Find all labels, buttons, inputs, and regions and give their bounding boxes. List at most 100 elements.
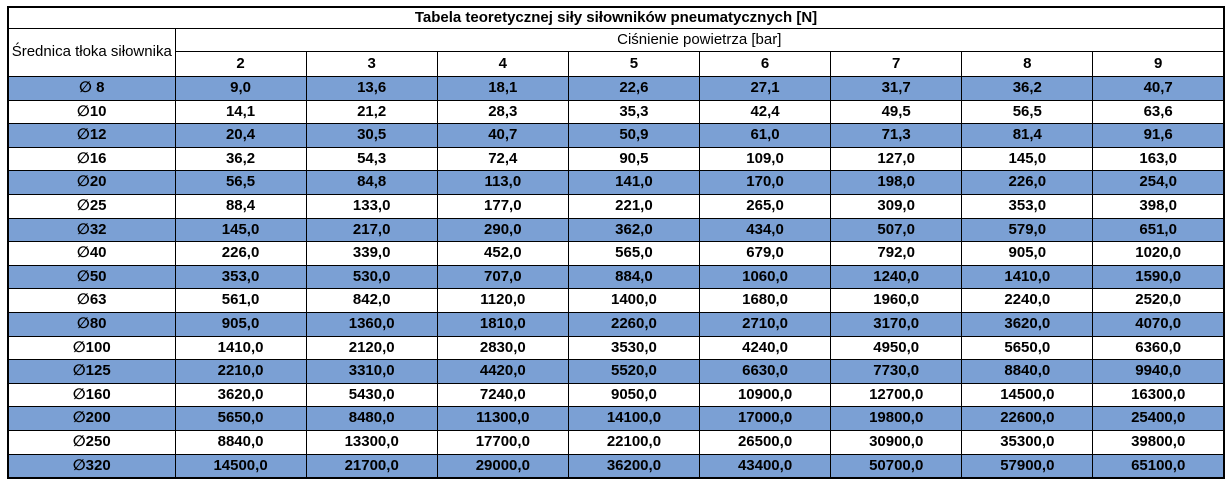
force-value-cell: 5430,0 [305, 382, 438, 408]
force-value-cell: 22600,0 [961, 406, 1094, 431]
force-value-cell: 145,0 [174, 217, 307, 243]
force-value-cell: 2210,0 [174, 359, 307, 384]
pressure-column-header: 3 [305, 51, 438, 77]
force-value-cell: 5520,0 [567, 359, 701, 384]
force-value-cell: 707,0 [436, 264, 569, 290]
pressure-column-header: 4 [436, 51, 569, 77]
force-value-cell: 43400,0 [698, 453, 832, 479]
force-value-cell: 35300,0 [961, 429, 1094, 455]
force-value-cell: 4950,0 [830, 335, 963, 361]
diameter-cell: ∅20 [7, 170, 176, 195]
force-value-cell: 36,2 [961, 76, 1094, 101]
force-value-cell: 39800,0 [1092, 429, 1225, 455]
force-value-cell: 2830,0 [436, 335, 569, 361]
table-title: Tabela teoretycznej siły siłowników pneu… [7, 6, 1225, 29]
force-value-cell: 217,0 [305, 217, 438, 243]
force-value-cell: 25400,0 [1092, 406, 1225, 431]
table-row: ∅12 20,4 30,5 40,7 50,9 61,0 71,3 81,4 91,6 [7, 123, 1225, 148]
force-value-cell: 18,1 [436, 76, 569, 101]
force-value-cell: 5650,0 [174, 406, 307, 431]
force-value-cell: 362,0 [567, 217, 701, 243]
force-value-cell: 4240,0 [698, 335, 832, 361]
force-value-cell: 5650,0 [961, 335, 1094, 361]
force-value-cell: 1240,0 [830, 264, 963, 290]
force-value-cell: 339,0 [305, 241, 438, 266]
force-value-cell: 507,0 [830, 217, 963, 243]
table-row: ∅250 8840,0 13300,0 17700,0 22100,0 26500,0 30… [7, 429, 1225, 455]
diameter-cell: ∅200 [7, 406, 176, 431]
force-value-cell: 2260,0 [567, 311, 701, 337]
force-value-cell: 2240,0 [961, 288, 1094, 313]
force-value-cell: 198,0 [830, 170, 963, 195]
force-value-cell: 19800,0 [830, 406, 963, 431]
force-value-cell: 3620,0 [174, 382, 307, 408]
force-value-cell: 1810,0 [436, 311, 569, 337]
pressure-column-header: 5 [567, 51, 701, 77]
force-value-cell: 254,0 [1092, 170, 1225, 195]
header-row-groups: Średnica tłoka siłownika Ciśnienie powie… [7, 28, 1225, 77]
force-value-cell: 163,0 [1092, 146, 1225, 172]
force-value-cell: 3310,0 [305, 359, 438, 384]
force-value-cell: 42,4 [698, 99, 832, 125]
diameter-cell: ∅320 [7, 453, 176, 479]
force-value-cell: 265,0 [698, 193, 832, 219]
force-value-cell: 109,0 [698, 146, 832, 172]
force-value-cell: 8840,0 [961, 359, 1094, 384]
force-value-cell: 434,0 [698, 217, 832, 243]
diameter-cell: ∅160 [7, 382, 176, 408]
force-value-cell: 842,0 [305, 288, 438, 313]
force-value-cell: 17700,0 [436, 429, 569, 455]
force-value-cell: 14500,0 [174, 453, 307, 479]
force-value-cell: 1590,0 [1092, 264, 1225, 290]
diameter-cell: ∅63 [7, 288, 176, 313]
force-value-cell: 309,0 [830, 193, 963, 219]
force-value-cell: 56,5 [961, 99, 1094, 125]
force-value-cell: 50700,0 [830, 453, 963, 479]
force-value-cell: 579,0 [961, 217, 1094, 243]
diameter-cell: ∅32 [7, 217, 176, 243]
force-value-cell: 290,0 [436, 217, 569, 243]
force-value-cell: 1410,0 [961, 264, 1094, 290]
force-value-cell: 177,0 [436, 193, 569, 219]
diameter-cell: ∅16 [7, 146, 176, 172]
force-value-cell: 1410,0 [174, 335, 307, 361]
force-value-cell: 30900,0 [830, 429, 963, 455]
force-value-cell: 113,0 [436, 170, 569, 195]
diameter-cell: ∅40 [7, 241, 176, 266]
force-value-cell: 2520,0 [1092, 288, 1225, 313]
force-value-cell: 10900,0 [698, 382, 832, 408]
force-value-cell: 3620,0 [961, 311, 1094, 337]
diameter-cell: ∅100 [7, 335, 176, 361]
force-value-cell: 226,0 [961, 170, 1094, 195]
force-value-cell: 3530,0 [567, 335, 701, 361]
force-value-cell: 6360,0 [1092, 335, 1225, 361]
table-row: ∅10 14,1 21,2 28,3 35,3 42,4 49,5 56,5 63,6 [7, 99, 1225, 125]
force-value-cell: 3170,0 [830, 311, 963, 337]
pressure-column-header: 8 [961, 51, 1094, 77]
force-value-cell: 1400,0 [567, 288, 701, 313]
force-value-cell: 9940,0 [1092, 359, 1225, 384]
table-row: ∅50 353,0 530,0 707,0 884,0 1060,0 1240,0 1410,… [7, 264, 1225, 290]
force-value-cell: 14500,0 [961, 382, 1094, 408]
force-value-cell: 54,3 [305, 146, 438, 172]
table-header: Tabela teoretycznej siły siłowników pneu… [7, 6, 1225, 77]
diameter-cell: ∅250 [7, 429, 176, 455]
diameter-cell: ∅125 [7, 359, 176, 384]
table-row: ∅160 3620,0 5430,0 7240,0 9050,0 10900,0 12700… [7, 382, 1225, 408]
force-value-cell: 36200,0 [567, 453, 701, 479]
pressure-group-header: Ciśnienie powietrza [bar] [174, 28, 1225, 52]
force-value-cell: 40,7 [436, 123, 569, 148]
force-value-cell: 61,0 [698, 123, 832, 148]
force-value-cell: 221,0 [567, 193, 701, 219]
force-value-cell: 1120,0 [436, 288, 569, 313]
diameter-cell: ∅ 8 [7, 76, 176, 101]
pressure-column-header: 2 [174, 51, 307, 77]
title-row: Tabela teoretycznej siły siłowników pneu… [7, 6, 1225, 29]
table-row: ∅25 88,4 133,0 177,0 221,0 265,0 309,0 353,0 398… [7, 193, 1225, 219]
table-row: ∅125 2210,0 3310,0 4420,0 5520,0 6630,0 7730,0… [7, 359, 1225, 384]
force-value-cell: 141,0 [567, 170, 701, 195]
force-value-cell: 4420,0 [436, 359, 569, 384]
force-value-cell: 1060,0 [698, 264, 832, 290]
table-row: ∅40 226,0 339,0 452,0 565,0 679,0 792,0 905,0 10… [7, 241, 1225, 266]
